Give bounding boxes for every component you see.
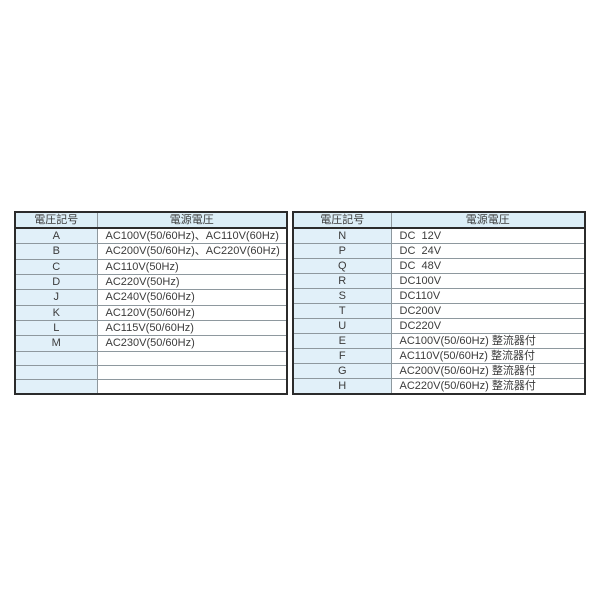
header-row: 電圧記号 電源電圧 (292, 211, 586, 229)
supply-voltage-cell: AC110V(50/60Hz) 整流器付 (390, 348, 586, 364)
voltage-code-cell: S (292, 288, 392, 304)
supply-voltage-cell: DC 48V (390, 258, 586, 274)
table-row: U DC220V (292, 318, 586, 334)
voltage-code-cell: T (292, 303, 392, 319)
table-row: J AC240V(50/60Hz) (14, 289, 288, 306)
supply-voltage-cell: AC115V(50/60Hz) (96, 319, 288, 337)
table-row: D AC220V(50Hz) (14, 273, 288, 291)
supply-voltage-cell: DC200V (390, 303, 586, 319)
table-row: A AC100V(50/60Hz)、AC110V(60Hz) (14, 227, 288, 245)
voltage-code-cell (14, 350, 98, 366)
voltage-code-cell: C (14, 258, 98, 275)
supply-voltage-header: 電源電圧 (96, 211, 288, 229)
table-row: Q DC 48V (292, 258, 586, 274)
supply-voltage-cell: DC100V (390, 273, 586, 289)
supply-voltage-header: 電源電圧 (390, 211, 586, 229)
supply-voltage-cell: AC230V(50/60Hz) (96, 335, 288, 352)
supply-voltage-cell: AC220V(50/60Hz) 整流器付 (390, 378, 586, 395)
ac-table-body: A AC100V(50/60Hz)、AC110V(60Hz) B AC200V(50/… (14, 227, 288, 395)
ac-voltage-table: 電圧記号 電源電圧 A AC100V(50/60Hz)、AC110V(60Hz) B… (14, 211, 288, 395)
supply-voltage-cell: DC 12V (390, 227, 586, 244)
ac-table-header: 電圧記号 電源電圧 (14, 211, 288, 229)
supply-voltage-cell (96, 364, 288, 381)
table-row: N DC 12V (292, 227, 586, 244)
voltage-code-tables: 電圧記号 電源電圧 A AC100V(50/60Hz)、AC110V(60Hz) B… (14, 211, 586, 395)
voltage-code-cell: J (14, 289, 98, 306)
table-row: R DC100V (292, 273, 586, 289)
voltage-code-cell (14, 379, 98, 395)
supply-voltage-cell: AC120V(50/60Hz) (96, 304, 288, 321)
table-row: G AC200V(50/60Hz) 整流器付 (292, 363, 586, 379)
supply-voltage-cell: DC 24V (390, 243, 586, 259)
voltage-code-cell: B (14, 243, 98, 260)
table-row: M AC230V(50/60Hz) (14, 335, 288, 352)
table-row: P DC 24V (292, 243, 586, 259)
table-row: H AC220V(50/60Hz) 整流器付 (292, 378, 586, 395)
voltage-code-cell: G (292, 363, 392, 379)
voltage-code-cell: E (292, 333, 392, 349)
supply-voltage-cell: AC200V(50/60Hz)、AC220V(60Hz) (96, 243, 288, 260)
supply-voltage-cell: DC110V (390, 288, 586, 304)
table-row (14, 364, 288, 381)
supply-voltage-cell: DC220V (390, 318, 586, 334)
voltage-code-cell: F (292, 348, 392, 364)
table-row (14, 350, 288, 366)
voltage-code-cell: U (292, 318, 392, 334)
supply-voltage-cell: AC100V(50/60Hz)、AC110V(60Hz) (96, 227, 288, 245)
voltage-code-cell: H (292, 378, 392, 395)
table-row: L AC115V(50/60Hz) (14, 319, 288, 337)
voltage-code-cell (14, 364, 98, 381)
voltage-code-cell: L (14, 319, 98, 337)
table-row: S DC110V (292, 288, 586, 304)
supply-voltage-cell: AC110V(50Hz) (96, 258, 288, 275)
voltage-code-cell: N (292, 227, 392, 244)
voltage-code-cell: M (14, 335, 98, 352)
table-row: T DC200V (292, 303, 586, 319)
table-row: E AC100V(50/60Hz) 整流器付 (292, 333, 586, 349)
supply-voltage-cell: AC220V(50Hz) (96, 273, 288, 291)
voltage-code-header: 電圧記号 (14, 211, 98, 229)
dc-table-header: 電圧記号 電源電圧 (292, 211, 586, 229)
dc-voltage-table: 電圧記号 電源電圧 N DC 12V P DC 24V Q DC 48V R DC100V S D… (292, 211, 586, 395)
voltage-code-cell: A (14, 227, 98, 245)
table-row: K AC120V(50/60Hz) (14, 304, 288, 321)
voltage-code-cell: D (14, 273, 98, 291)
supply-voltage-cell (96, 379, 288, 395)
table-row: F AC110V(50/60Hz) 整流器付 (292, 348, 586, 364)
dc-table-body: N DC 12V P DC 24V Q DC 48V R DC100V S DC110V T DC20… (292, 227, 586, 395)
voltage-code-header: 電圧記号 (292, 211, 392, 229)
header-row: 電圧記号 電源電圧 (14, 211, 288, 229)
voltage-code-cell: R (292, 273, 392, 289)
table-row (14, 379, 288, 395)
voltage-code-cell: P (292, 243, 392, 259)
table-row: C AC110V(50Hz) (14, 258, 288, 275)
table-row: B AC200V(50/60Hz)、AC220V(60Hz) (14, 243, 288, 260)
supply-voltage-cell: AC200V(50/60Hz) 整流器付 (390, 363, 586, 379)
supply-voltage-cell: AC240V(50/60Hz) (96, 289, 288, 306)
voltage-code-cell: Q (292, 258, 392, 274)
voltage-code-cell: K (14, 304, 98, 321)
supply-voltage-cell (96, 350, 288, 366)
supply-voltage-cell: AC100V(50/60Hz) 整流器付 (390, 333, 586, 349)
